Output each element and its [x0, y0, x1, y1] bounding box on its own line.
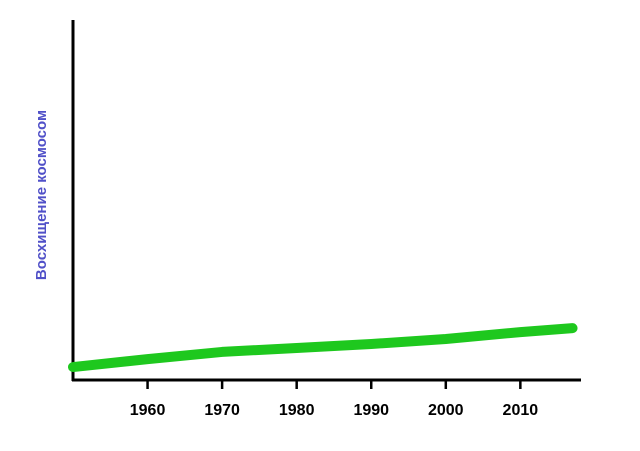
x-tick-label: 1980	[279, 402, 315, 419]
x-tick-label: 1960	[130, 402, 166, 419]
data-line	[68, 323, 578, 373]
x-tick-label: 2000	[428, 402, 464, 419]
x-tick-label: 1970	[204, 402, 240, 419]
x-tick-label: 1990	[353, 402, 389, 419]
y-axis-label: Восхищение космосом	[33, 110, 50, 280]
x-tick-label: 2010	[503, 402, 539, 419]
